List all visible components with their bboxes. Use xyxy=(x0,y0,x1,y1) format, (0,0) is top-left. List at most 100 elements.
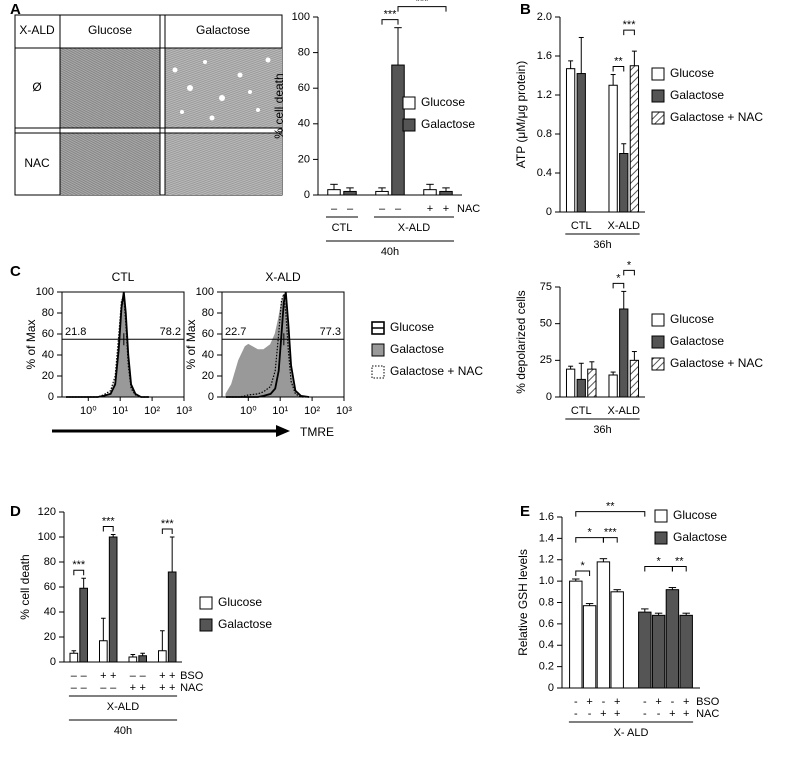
sign: + xyxy=(159,682,165,694)
grid-corner: X-ALD xyxy=(19,23,55,37)
micrograph xyxy=(60,133,160,195)
sign-row-label: NAC xyxy=(457,203,480,215)
cell-dot xyxy=(265,57,271,63)
sign: + xyxy=(100,670,106,682)
sign: – xyxy=(130,670,137,682)
x-tick-label: 10⁰ xyxy=(80,405,97,417)
micrograph xyxy=(60,48,160,128)
y-tick-label: 0 xyxy=(48,391,54,403)
sign: + xyxy=(586,696,592,708)
significance-label: *** xyxy=(604,527,618,539)
x-tick-label: 10¹ xyxy=(112,405,128,417)
x-tick-label: 10³ xyxy=(336,405,352,417)
grid-lines xyxy=(15,15,282,195)
group-label: 36h xyxy=(593,424,611,436)
sign: – xyxy=(100,682,107,694)
sign: + xyxy=(159,670,165,682)
legend-label: Galactose xyxy=(218,617,272,631)
significance-bracket xyxy=(575,570,591,576)
histogram-area xyxy=(225,294,310,398)
cell-dot xyxy=(187,85,193,91)
cell-dot xyxy=(203,60,207,64)
bar xyxy=(69,652,79,663)
bar xyxy=(629,65,640,213)
significance-bracket xyxy=(575,511,646,517)
cell-dot xyxy=(256,108,260,112)
y-tick-label: 2.0 xyxy=(537,11,552,23)
y-tick-label: 0.2 xyxy=(539,661,554,673)
legend-label: Glucose xyxy=(670,66,714,80)
y-tick-label: 40 xyxy=(298,118,310,130)
y-tick-label: 120 xyxy=(38,506,56,518)
dead-cells xyxy=(172,57,271,121)
bar xyxy=(565,68,576,213)
significance-label: * xyxy=(587,527,592,539)
significance-label: * xyxy=(627,259,632,271)
sign: + xyxy=(130,682,136,694)
legend-swatch xyxy=(402,118,416,132)
y-tick-label: 1.6 xyxy=(537,50,552,62)
sign: – xyxy=(395,203,402,215)
significance-label: *** xyxy=(161,518,175,530)
y-tick-label: 80 xyxy=(298,47,310,59)
sign: + xyxy=(110,670,116,682)
sign: – xyxy=(71,670,78,682)
significance-bracket xyxy=(73,569,85,576)
legend-label: Galactose xyxy=(390,342,444,356)
x-tick-label: 10² xyxy=(304,405,320,417)
sign: – xyxy=(331,203,338,215)
legend-swatch xyxy=(651,111,665,125)
y-tick-label: 0 xyxy=(546,206,552,218)
cell-dot xyxy=(172,67,178,73)
legend-swatch xyxy=(654,509,668,523)
y-tick-label: 60 xyxy=(42,328,54,340)
significance-label: *** xyxy=(102,515,116,527)
significance-label: *** xyxy=(72,559,86,571)
bar xyxy=(423,189,437,196)
bar xyxy=(343,190,357,196)
significance-bracket xyxy=(612,66,625,72)
sign-row-label: BSO xyxy=(180,670,204,682)
bar xyxy=(327,189,341,196)
histogram-line xyxy=(226,293,309,398)
sign: - xyxy=(574,708,578,720)
sign: - xyxy=(643,708,647,720)
plot-title: X-ALD xyxy=(265,270,301,284)
sign: + xyxy=(600,708,606,720)
significance-label: * xyxy=(656,555,661,567)
sign: – xyxy=(71,682,78,694)
sign: – xyxy=(347,203,354,215)
legend-swatch xyxy=(371,343,385,357)
y-tick-label: 20 xyxy=(44,631,56,643)
micrograph xyxy=(165,48,282,128)
y-tick-label: 0 xyxy=(50,656,56,668)
bar xyxy=(679,614,693,689)
legend-label: Galactose xyxy=(673,530,727,544)
y-tick-label: 80 xyxy=(44,556,56,568)
bar xyxy=(629,359,640,398)
sign: + xyxy=(139,682,145,694)
x-tick-label: X-ALD xyxy=(608,405,640,417)
sign: - xyxy=(643,696,647,708)
significance-label: *** xyxy=(416,0,430,8)
y-tick-label: 40 xyxy=(44,606,56,618)
histogram-area xyxy=(66,294,149,398)
sign: + xyxy=(655,696,661,708)
gate-percentage: 21.8 xyxy=(65,326,86,338)
bar xyxy=(375,190,389,196)
gate-percentage: 22.7 xyxy=(225,326,246,338)
significance-label: ** xyxy=(606,501,615,513)
legend-label: Galactose + NAC xyxy=(390,364,483,378)
y-tick-label: 1.2 xyxy=(539,554,554,566)
y-axis-label: % of Max xyxy=(24,319,38,369)
sign: + xyxy=(683,696,689,708)
legend-label: Galactose xyxy=(670,88,724,102)
sign: + xyxy=(683,708,689,720)
x-tick-label: 10² xyxy=(144,405,160,417)
y-tick-label: 1.0 xyxy=(539,575,554,587)
significance-bracket xyxy=(612,282,625,289)
y-tick-label: 0.6 xyxy=(539,618,554,630)
legend-swatch xyxy=(199,596,213,610)
sign: – xyxy=(81,670,88,682)
